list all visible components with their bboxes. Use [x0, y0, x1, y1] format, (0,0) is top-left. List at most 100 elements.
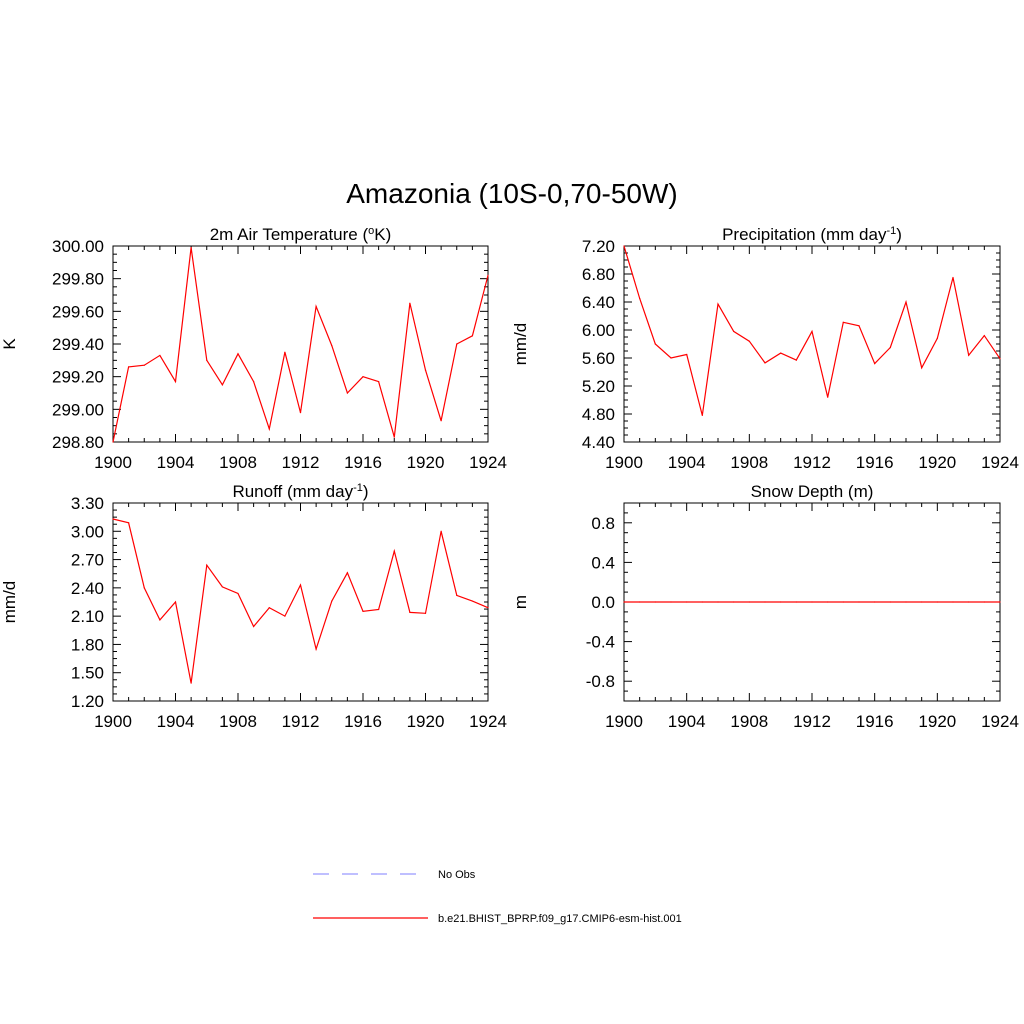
data-point — [237, 353, 239, 355]
data-point — [670, 357, 672, 359]
y-tick-label: 1.20 — [71, 692, 104, 711]
panel-title-main: Snow Depth (m) — [751, 482, 874, 501]
panel-title-main: Runoff (mm day — [232, 482, 353, 501]
x-tick-label: 1920 — [918, 453, 956, 472]
data-point — [174, 380, 177, 383]
figure-title: Amazonia (10S-0,70-50W) — [346, 178, 677, 209]
data-point — [780, 601, 782, 603]
legend: No Obs b.e21.BHIST_BPRP.f09_g17.CMIP6-es… — [313, 869, 682, 925]
x-tick-label: 1924 — [469, 712, 507, 731]
x-tick-label: 1904 — [668, 453, 706, 472]
data-point — [780, 352, 782, 354]
data-point — [315, 305, 317, 308]
data-point — [128, 366, 130, 368]
data-point — [811, 330, 813, 332]
data-point — [331, 600, 333, 602]
panel-1: 2m Air Temperature (oK) K 1900 1904 1908 1912… — [0, 225, 507, 472]
data-point — [112, 518, 114, 520]
x-tick-label: 1916 — [856, 712, 894, 731]
y-tick-label: -0.4 — [586, 633, 615, 652]
panel-title-main: 2m Air Temperature ( — [210, 225, 369, 244]
y-axis-label: K — [0, 338, 19, 350]
data-point — [159, 354, 161, 357]
legend-label-no-obs: No Obs — [438, 869, 476, 881]
data-point — [424, 369, 427, 371]
data-point — [143, 364, 145, 366]
data-point — [393, 550, 395, 552]
x-tick-label: 1904 — [157, 712, 195, 731]
y-tick-label: 6.80 — [582, 265, 615, 284]
data-point — [827, 396, 829, 398]
data-point — [764, 362, 766, 364]
panel-title-sup: -1 — [353, 482, 363, 494]
data-point — [921, 601, 923, 603]
y-tick-label: 0.4 — [591, 553, 615, 572]
x-tick-label: 1904 — [668, 712, 706, 731]
data-point — [639, 601, 641, 603]
data-point — [795, 359, 797, 361]
data-point — [268, 607, 270, 609]
y-axis-label: mm/d — [0, 581, 19, 624]
y-tick-label: 298.80 — [52, 433, 104, 452]
data-point — [874, 601, 876, 603]
panel-title-main: Precipitation (mm day — [722, 225, 887, 244]
data-point — [128, 522, 130, 524]
panel-3: Runoff (mm day-1) mm/d 1900 1904 1908 1912 191… — [0, 482, 507, 731]
data-point — [795, 601, 797, 603]
panel-title-tail: ) — [896, 225, 902, 244]
data-point — [983, 601, 985, 603]
data-point — [315, 648, 317, 650]
x-tick-label: 1920 — [918, 712, 956, 731]
data-point — [362, 376, 364, 378]
data-point — [983, 335, 985, 337]
data-point — [471, 335, 473, 337]
y-tick-label: 4.80 — [582, 405, 615, 424]
x-tick-label: 1900 — [94, 712, 132, 731]
data-point — [842, 601, 844, 603]
y-tick-label: 2.10 — [71, 607, 104, 626]
data-point — [717, 303, 719, 305]
panel-2: Precipitation (mm day-1) mm/d 1900 1904 1908… — [511, 225, 1019, 472]
y-tick-label: 300.00 — [52, 237, 104, 256]
data-point — [393, 436, 395, 438]
panel-title: Snow Depth (m) — [751, 482, 874, 501]
data-point — [362, 610, 364, 613]
panel-title: Precipitation (mm day-1) — [722, 225, 902, 244]
data-point — [748, 340, 750, 342]
y-tick-label: -0.8 — [586, 672, 615, 691]
data-point — [748, 601, 750, 603]
data-point — [284, 615, 286, 617]
data-point — [424, 612, 427, 614]
data-point — [999, 358, 1001, 360]
x-tick-label: 1920 — [407, 453, 445, 472]
data-point — [253, 380, 255, 383]
data-point — [190, 682, 192, 684]
data-point — [968, 354, 970, 356]
data-point — [331, 345, 333, 347]
data-point — [174, 601, 177, 603]
data-point — [440, 530, 442, 532]
data-point — [440, 420, 442, 422]
data-point — [221, 384, 223, 386]
data-point — [299, 412, 302, 414]
x-tick-label: 1924 — [981, 453, 1019, 472]
y-tick-label: 299.60 — [52, 302, 104, 321]
y-tick-label: 5.60 — [582, 349, 615, 368]
y-tick-label: 299.40 — [52, 335, 104, 354]
data-point — [952, 276, 954, 279]
data-point — [952, 601, 954, 603]
y-tick-label: 7.20 — [582, 237, 615, 256]
x-tick-label: 1904 — [157, 453, 195, 472]
x-tick-label: 1900 — [605, 712, 643, 731]
y-tick-label: 4.40 — [582, 433, 615, 452]
data-point — [936, 601, 938, 603]
data-point — [905, 301, 907, 303]
panel-title-tail: ) — [363, 482, 369, 501]
data-point — [346, 392, 348, 394]
data-point — [190, 247, 192, 249]
data-point — [733, 330, 735, 332]
data-point — [999, 601, 1001, 603]
data-point — [874, 363, 876, 365]
